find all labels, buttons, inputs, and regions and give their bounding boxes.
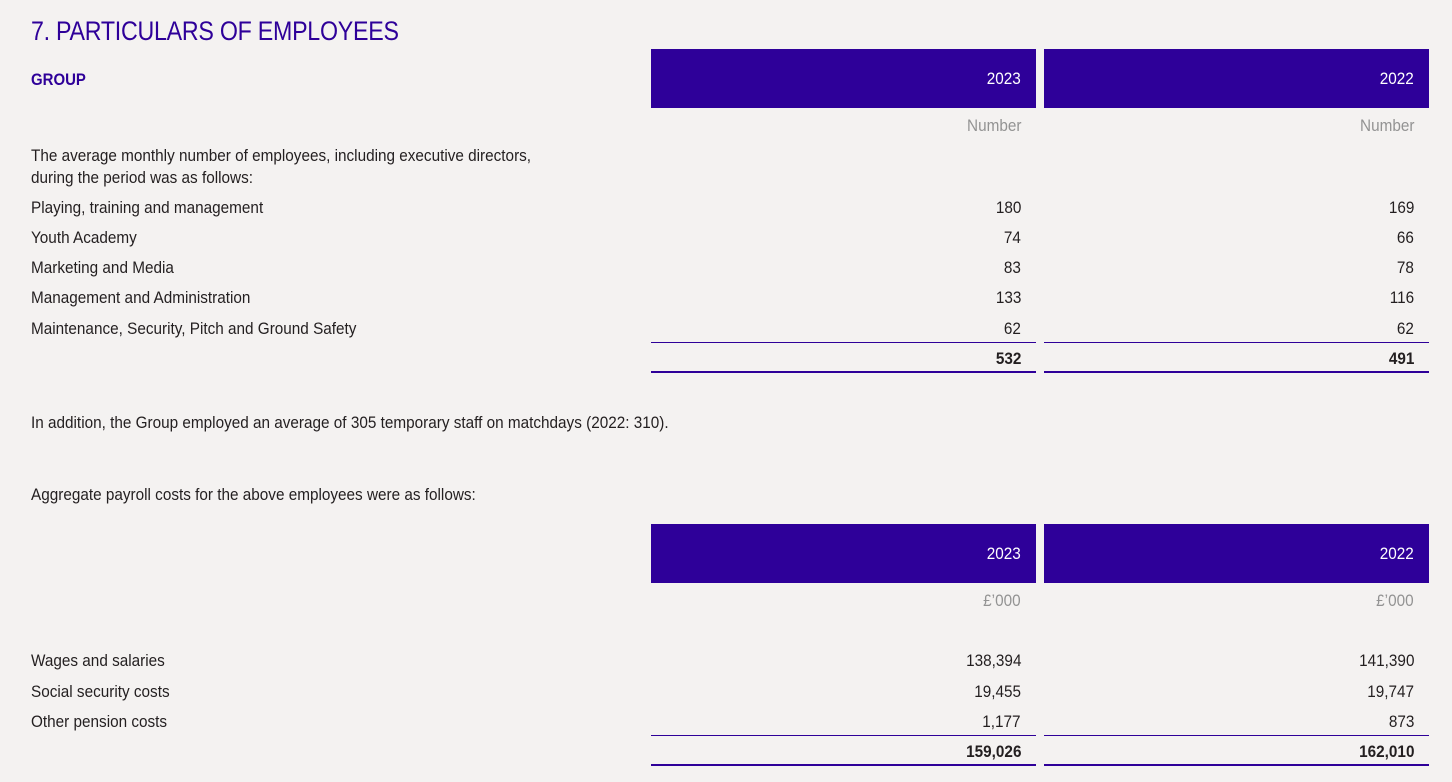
temporary-staff-note: In addition, the Group employed an avera… [31, 413, 739, 433]
row-label-text: Youth Academy [31, 228, 137, 247]
row-label: Management and Administration [31, 288, 275, 308]
value-text: 133 [995, 288, 1021, 307]
intro-text: The average monthly number of employees,… [31, 146, 532, 165]
subtotal-divider [651, 342, 1036, 343]
value-text: 169 [1388, 198, 1414, 217]
row-label-text: Wages and salaries [31, 651, 165, 670]
value-2023: 62 [1002, 319, 1021, 339]
value-text: 141,390 [1358, 651, 1414, 670]
row-label: Social security costs [31, 682, 185, 702]
intro-text: Aggregate payroll costs for the above em… [31, 485, 476, 504]
total-text: 532 [995, 349, 1021, 368]
value-2023: 19,455 [969, 682, 1021, 702]
value-2022: 873 [1386, 712, 1414, 732]
column-year: 2022 [1379, 543, 1414, 563]
total-text: 491 [1388, 349, 1414, 368]
value-text: 78 [1396, 258, 1414, 277]
payroll-column-header-2022: 2022 [1044, 524, 1429, 583]
value-2023: 180 [993, 198, 1021, 218]
value-text: 19,747 [1367, 682, 1414, 701]
total-divider [1044, 764, 1429, 766]
total-2022: 491 [1386, 349, 1414, 369]
value-text: 116 [1389, 288, 1414, 307]
page-title-text: 7. PARTICULARS OF EMPLOYEES [31, 16, 399, 46]
employees-intro-line-2: during the period was as follows: [31, 168, 278, 188]
total-text: 159,026 [965, 742, 1021, 761]
employees-intro-line-1: The average monthly number of employees,… [31, 146, 587, 166]
value-2023: 138,394 [960, 651, 1021, 671]
total-divider [651, 371, 1036, 373]
unit-text: Number [1359, 116, 1414, 135]
column-year: 2023 [986, 543, 1021, 563]
section-label: GROUP [31, 70, 93, 90]
value-2023: 1,177 [978, 712, 1021, 732]
unit-text: £’000 [1376, 591, 1414, 610]
value-2022: 141,390 [1353, 651, 1414, 671]
value-2022: 19,747 [1362, 682, 1414, 702]
row-label: Maintenance, Security, Pitch and Ground … [31, 319, 393, 339]
value-2023: 74 [1002, 228, 1021, 248]
row-label: Wages and salaries [31, 651, 180, 671]
total-2023: 532 [993, 349, 1021, 369]
payroll-column-header-2023: 2023 [651, 524, 1036, 583]
total-2023: 159,026 [960, 742, 1021, 762]
column-unit-2022: Number [1354, 116, 1414, 136]
value-text: 1,177 [982, 712, 1021, 731]
value-text: 19,455 [974, 682, 1021, 701]
value-2022: 66 [1395, 228, 1414, 248]
value-2022: 169 [1386, 198, 1414, 218]
row-label-text: Social security costs [31, 682, 170, 701]
column-unit-2023: Number [961, 116, 1021, 136]
value-text: 62 [1396, 319, 1414, 338]
value-2023: 83 [1002, 258, 1021, 278]
section-label-text: GROUP [31, 70, 86, 89]
note-text: In addition, the Group employed an avera… [31, 413, 669, 432]
row-label-text: Management and Administration [31, 288, 251, 307]
row-label: Marketing and Media [31, 258, 190, 278]
value-2022: 62 [1395, 319, 1414, 339]
total-text: 162,010 [1358, 742, 1414, 761]
row-label: Youth Academy [31, 228, 149, 248]
row-label-text: Playing, training and management [31, 198, 264, 217]
value-text: 74 [1003, 228, 1021, 247]
value-text: 66 [1396, 228, 1414, 247]
row-label-text: Marketing and Media [31, 258, 174, 277]
payroll-intro: Aggregate payroll costs for the above em… [31, 485, 525, 505]
value-text: 83 [1003, 258, 1021, 277]
total-divider [1044, 371, 1429, 373]
row-label-text: Maintenance, Security, Pitch and Ground … [31, 319, 357, 338]
column-header-2022: 2022 [1044, 49, 1429, 108]
row-label: Other pension costs [31, 712, 182, 732]
value-2022: 78 [1395, 258, 1414, 278]
subtotal-divider [1044, 342, 1429, 343]
row-label-text: Other pension costs [31, 712, 168, 731]
subtotal-divider [651, 735, 1036, 736]
column-header-2023: 2023 [651, 49, 1036, 108]
subtotal-divider [1044, 735, 1429, 736]
value-2022: 116 [1387, 288, 1414, 308]
total-2022: 162,010 [1353, 742, 1414, 762]
column-year: 2023 [986, 68, 1021, 88]
unit-text: £’000 [983, 591, 1021, 610]
payroll-unit-2022: £’000 [1372, 591, 1414, 611]
column-year: 2022 [1379, 68, 1414, 88]
value-text: 138,394 [965, 651, 1021, 670]
value-text: 873 [1388, 712, 1414, 731]
value-text: 62 [1003, 319, 1021, 338]
row-label: Playing, training and management [31, 198, 289, 218]
intro-text: during the period was as follows: [31, 168, 253, 187]
value-2023: 133 [993, 288, 1021, 308]
page-title: 7. PARTICULARS OF EMPLOYEES [31, 16, 459, 47]
payroll-unit-2023: £’000 [979, 591, 1021, 611]
total-divider [651, 764, 1036, 766]
value-text: 180 [995, 198, 1021, 217]
unit-text: Number [966, 116, 1021, 135]
